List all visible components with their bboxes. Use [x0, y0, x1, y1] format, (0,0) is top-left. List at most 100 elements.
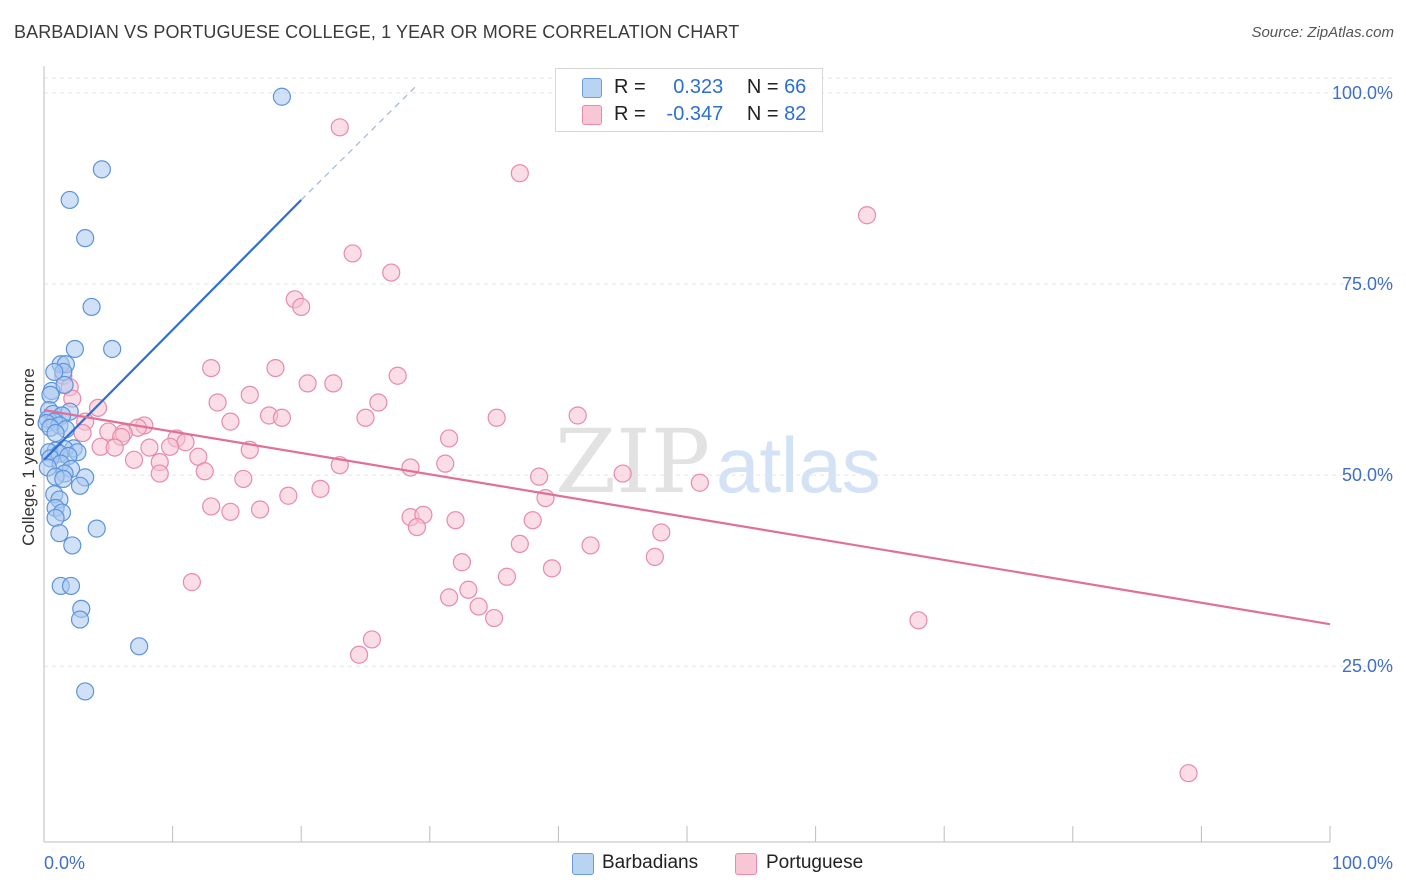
- portuguese-point: [176, 433, 195, 452]
- portuguese-swatch: [735, 853, 757, 875]
- barbadian-point: [54, 469, 73, 489]
- series-legend: Barbadians Portuguese: [0, 852, 1406, 878]
- portuguese-point: [452, 553, 472, 572]
- barbadian-point: [87, 519, 106, 538]
- portuguese-point: [298, 374, 317, 393]
- y-tick-label: 75.0%: [1342, 274, 1393, 294]
- portuguese-point: [485, 608, 504, 628]
- y-axis-label: College, 1 year or more: [19, 368, 38, 546]
- portuguese-point: [436, 454, 455, 473]
- barbadian-point: [76, 229, 95, 248]
- portuguese-point: [272, 408, 292, 427]
- portuguese-point: [459, 580, 478, 599]
- portuguese-point: [401, 458, 420, 477]
- barbadian-point: [103, 339, 122, 359]
- portuguese-point: [140, 438, 159, 457]
- portuguese-point: [690, 473, 709, 492]
- chart-title: BARBADIAN VS PORTUGUESE COLLEGE, 1 YEAR …: [14, 22, 740, 42]
- portuguese-point: [311, 479, 330, 498]
- portuguese-point: [349, 645, 369, 664]
- portuguese-point: [343, 244, 362, 263]
- trend-lines: [43, 84, 1331, 626]
- legend-barbadians[interactable]: Barbadians: [602, 852, 699, 873]
- x-tick-label-min: 0.0%: [44, 853, 85, 873]
- x-tick-label-max: 100.0%: [1332, 853, 1393, 873]
- barbadian-point: [82, 297, 101, 317]
- portuguese-point: [530, 467, 549, 486]
- barbadian-point: [65, 339, 84, 359]
- y-tick-label: 100.0%: [1332, 83, 1393, 103]
- barbadian-point: [41, 385, 60, 404]
- legend-n-value: 66: [784, 76, 807, 98]
- portuguese-point: [105, 438, 124, 457]
- watermark: ZIP atlas: [555, 410, 881, 513]
- legend-swatch-pink: [582, 105, 602, 125]
- portuguese-point: [182, 573, 201, 592]
- portuguese-point: [439, 588, 459, 607]
- barbadian-point: [92, 160, 111, 179]
- portuguese-point: [202, 358, 221, 378]
- portuguese-point: [645, 547, 664, 566]
- portuguese-point: [88, 398, 108, 417]
- portuguese-point: [439, 429, 459, 448]
- portuguese-point: [382, 263, 401, 282]
- barbadian-point: [46, 508, 65, 528]
- portuguese-point: [279, 486, 298, 505]
- portuguese-point: [240, 385, 259, 404]
- portuguese-point: [234, 469, 253, 489]
- barbadian-point: [60, 190, 79, 210]
- portuguese-point: [124, 450, 144, 469]
- source-label: Source: ZipAtlas.com: [1251, 24, 1394, 41]
- portuguese-point: [542, 559, 562, 578]
- portuguese-point: [221, 502, 240, 521]
- portuguese-point: [523, 511, 542, 530]
- portuguese-point: [510, 164, 529, 183]
- portuguese-point: [510, 534, 529, 554]
- legend-n-label: N =: [746, 103, 779, 125]
- barbadians-swatch: [572, 853, 594, 875]
- barbadian-point: [50, 524, 69, 543]
- portuguese-points: [54, 118, 1198, 783]
- portuguese-point: [369, 393, 388, 412]
- portuguese-point: [568, 406, 587, 425]
- portuguese-point: [324, 374, 343, 393]
- barbadian-trend-extension: [300, 84, 418, 201]
- portuguese-point: [292, 297, 311, 317]
- barbadian-point: [61, 576, 81, 596]
- barbadian-point: [70, 610, 90, 629]
- watermark-zip: ZIP: [555, 410, 710, 513]
- portuguese-point: [446, 511, 465, 530]
- portuguese-point: [208, 393, 227, 412]
- portuguese-point: [857, 206, 877, 225]
- portuguese-trend-line: [43, 409, 1331, 626]
- barbadian-point: [130, 637, 149, 656]
- portuguese-point: [150, 464, 169, 483]
- barbadian-point: [63, 536, 82, 555]
- portuguese-point: [581, 536, 600, 555]
- legend-r-value: -0.347: [666, 103, 724, 125]
- portuguese-point: [330, 118, 349, 137]
- legend-r-label: R =: [614, 103, 646, 125]
- portuguese-point: [1179, 764, 1198, 783]
- barbadian-point: [76, 682, 95, 701]
- barbadian-point: [70, 476, 90, 495]
- legend-portuguese[interactable]: Portuguese: [766, 852, 864, 873]
- correlation-legend: R = 0.323 N = 66 R = -0.347 N = 82: [555, 68, 823, 132]
- portuguese-point: [652, 523, 671, 542]
- portuguese-point: [356, 408, 375, 427]
- portuguese-point: [195, 462, 214, 481]
- portuguese-point: [202, 497, 221, 516]
- portuguese-point: [362, 630, 382, 649]
- portuguese-point: [160, 437, 180, 456]
- barbadian-point: [45, 362, 64, 382]
- portuguese-point: [407, 517, 427, 537]
- barbadian-point: [55, 375, 74, 395]
- gridlines: [44, 77, 1393, 667]
- legend-n-label: N =: [746, 76, 779, 98]
- portuguese-point: [487, 408, 506, 427]
- y-tick-label: 25.0%: [1342, 656, 1393, 676]
- portuguese-point: [909, 611, 928, 630]
- barbadian-point: [272, 87, 292, 106]
- legend-n-value: 82: [784, 103, 807, 125]
